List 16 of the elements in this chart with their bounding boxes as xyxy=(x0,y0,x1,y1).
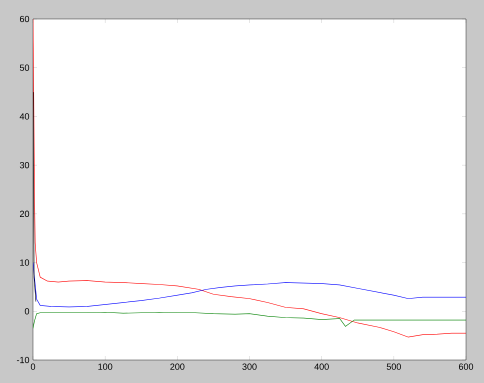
y-tick-label: 20 xyxy=(20,210,30,218)
x-tick-label: 300 xyxy=(242,364,257,370)
x-tick-label: 200 xyxy=(170,364,184,370)
y-tick-label: 10 xyxy=(20,259,30,266)
y-tick-label: 60 xyxy=(20,16,30,22)
y-tick-label: 0 xyxy=(24,308,30,314)
x-tick-label: 600 xyxy=(458,364,474,370)
y-tick-label: 30 xyxy=(20,162,30,168)
y-tick-label: 40 xyxy=(20,113,30,120)
x-tick-label: 0 xyxy=(30,364,36,370)
x-tick-label: 100 xyxy=(98,364,112,370)
y-tick-label: 50 xyxy=(20,64,30,71)
y-tick-label: -10 xyxy=(16,356,30,364)
x-tick-label: 500 xyxy=(386,364,401,370)
x-tick-label: 400 xyxy=(314,364,329,370)
line-series xyxy=(33,18,466,338)
